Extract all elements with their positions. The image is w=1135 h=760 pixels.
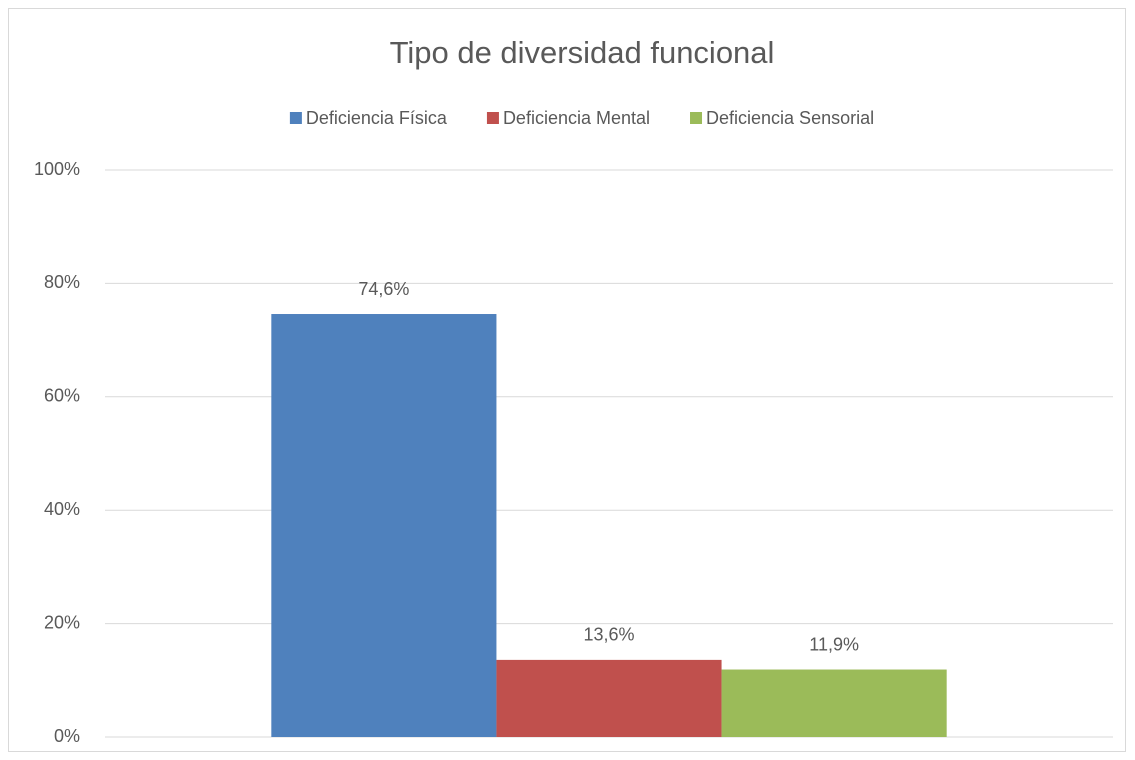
y-tick-label: 80%	[44, 272, 80, 292]
value-label: 13,6%	[583, 625, 634, 645]
y-tick-label: 20%	[44, 612, 80, 632]
bar	[721, 669, 947, 737]
bar	[496, 659, 722, 737]
value-label: 11,9%	[809, 634, 859, 654]
value-label: 74,6%	[358, 279, 409, 299]
y-tick-label: 100%	[34, 159, 80, 179]
chart-title: Tipo de diversidad funcional	[390, 35, 775, 70]
legend-swatch	[289, 112, 302, 124]
legend-label: Deficiencia Mental	[503, 108, 650, 128]
chart-border	[8, 8, 1126, 752]
y-tick-label: 60%	[44, 386, 80, 406]
legend-label: Deficiencia Sensorial	[706, 108, 874, 128]
y-tick-label: 0%	[54, 726, 80, 746]
legend-swatch	[486, 112, 499, 124]
bar	[271, 314, 497, 737]
legend-label: Deficiencia Física	[306, 108, 448, 128]
y-tick-label: 40%	[44, 499, 80, 519]
legend-swatch	[690, 112, 703, 124]
